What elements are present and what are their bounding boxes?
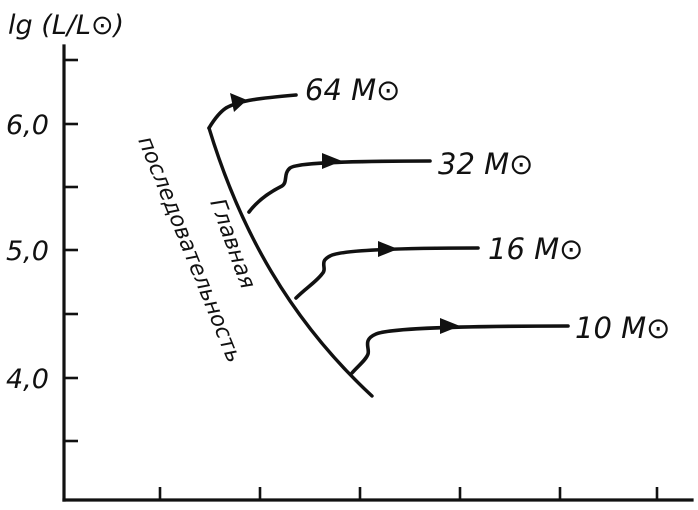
track-64-line — [207, 93, 298, 130]
y-axis-label: lg (L/L⊙) — [8, 10, 124, 41]
track-16-line — [294, 246, 480, 300]
track-16-arrow — [378, 241, 398, 257]
track-64-label: 64 M⊙ — [305, 73, 400, 107]
track-16: 16 M⊙ — [294, 232, 583, 300]
track-64: 64 M⊙ — [207, 73, 400, 130]
y-tick-label-5: 5,0 — [6, 236, 49, 267]
track-10-label: 10 M⊙ — [575, 311, 670, 345]
track-16-label: 16 M⊙ — [488, 232, 583, 266]
y-tick-label-6: 6,0 — [6, 110, 49, 141]
main-sequence-line — [207, 126, 374, 398]
x-ticks — [158, 487, 659, 500]
track-10: 10 M⊙ — [350, 311, 670, 375]
y-ticks — [64, 58, 78, 443]
track-10-line — [350, 324, 570, 375]
track-32-line — [247, 159, 432, 214]
track-32-label: 32 M⊙ — [438, 147, 533, 181]
y-tick-label-4: 4,0 — [6, 364, 49, 395]
track-32-arrow — [322, 153, 342, 169]
track-10-arrow — [440, 318, 460, 334]
track-32: 32 M⊙ — [247, 147, 533, 214]
track-64-arrow — [230, 93, 247, 112]
